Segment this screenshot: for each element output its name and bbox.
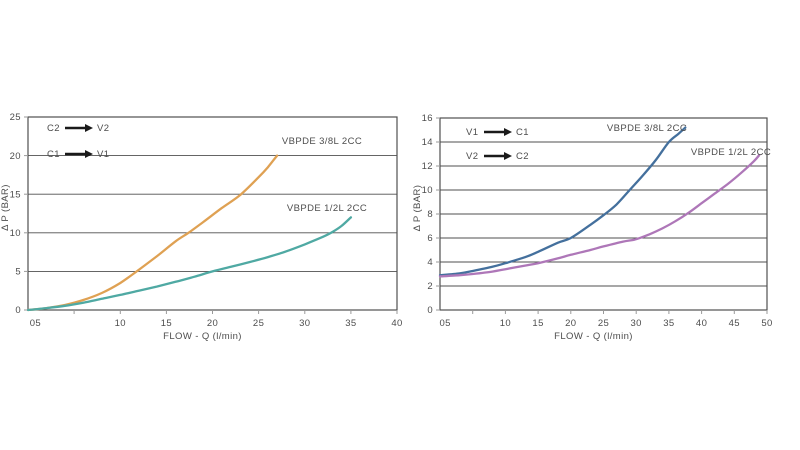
legend-from-label: C1	[47, 149, 60, 160]
y-axis-title: Δ P (BAR)	[0, 184, 11, 231]
x-tick-label: 35	[663, 318, 674, 329]
x-tick-label: 35	[345, 318, 356, 329]
legend-to-label: V1	[97, 149, 109, 160]
series-curve-vbpde-1-2l-2cc	[26, 216, 353, 312]
y-tick-label: 10	[10, 228, 21, 239]
x-tick-label: 30	[299, 318, 310, 329]
y-tick-label: 2	[427, 281, 433, 292]
legend-from-label: C2	[47, 123, 60, 134]
series-label: VBPDE 3/8L 2CC	[282, 136, 362, 147]
legend-row: V1 C1	[466, 127, 529, 138]
legend-arrowhead-icon	[85, 150, 93, 158]
y-axis-title: Δ P (BAR)	[412, 185, 423, 232]
series-label: VBPDE 1/2L 2CC	[287, 203, 367, 214]
legend-row: C1 V1	[47, 149, 109, 160]
y-tick-label: 10	[422, 185, 433, 196]
legend: V1 C1 V2 C2	[466, 127, 529, 162]
y-tick-label: 16	[422, 113, 433, 124]
legend-row: V2 C2	[466, 151, 529, 162]
x-tick-label: 10	[115, 318, 126, 329]
y-tick-label: 8	[427, 209, 433, 220]
x-tick-label: 50	[761, 318, 772, 329]
y-axis: 0 5 10 15 20 25	[10, 112, 28, 316]
series-label: VBPDE 3/8L 2CC	[607, 123, 687, 134]
legend-arrowhead-icon	[504, 152, 512, 160]
x-tick-label: 05	[30, 318, 41, 329]
legend: C2 V2 C1 V1	[47, 123, 109, 160]
legend-to-label: C1	[516, 127, 529, 138]
x-tick-label: 25	[253, 318, 264, 329]
x-tick-label: 05	[440, 318, 451, 329]
y-tick-label: 20	[10, 151, 21, 162]
y-tick-label: 0	[427, 305, 433, 316]
x-tick-label: 20	[207, 318, 218, 329]
x-tick-label: 40	[696, 318, 707, 329]
y-tick-label: 4	[427, 257, 433, 268]
y-tick-label: 25	[10, 112, 21, 123]
gridlines	[440, 117, 767, 287]
y-tick-label: 0	[15, 305, 21, 316]
y-tick-label: 6	[427, 233, 433, 244]
legend-to-label: V2	[97, 123, 109, 134]
x-axis-title: FLOW - Q (l/min)	[554, 331, 633, 342]
y-tick-label: 5	[15, 267, 21, 278]
series-curve-vbpde-3-8l-2cc	[438, 126, 687, 277]
x-tick-label: 20	[565, 318, 576, 329]
chart-right: 0 2 4 6 8 10 12 14 16 05 10 15 20 25 30 35 40 45 50 FLOW - …	[412, 113, 772, 342]
x-axis: 05 10 15 20 25 30 35 40	[30, 310, 402, 329]
legend-from-label: V1	[466, 127, 478, 138]
legend-arrowhead-icon	[504, 128, 512, 136]
x-tick-label: 45	[729, 318, 740, 329]
series-label: VBPDE 1/2L 2CC	[691, 147, 771, 158]
x-tick-label: 15	[532, 318, 543, 329]
legend-to-label: C2	[516, 151, 529, 162]
x-axis-title: FLOW - Q (l/min)	[163, 331, 242, 342]
series-curve-vbpde-3-8l-2cc	[26, 154, 279, 312]
x-tick-label: 25	[598, 318, 609, 329]
x-axis: 05 10 15 20 25 30 35 40 45 50	[440, 310, 772, 329]
y-axis: 0 2 4 6 8 10 12 14 16	[422, 113, 440, 316]
x-tick-label: 15	[161, 318, 172, 329]
y-tick-label: 14	[422, 137, 433, 148]
x-tick-label: 40	[391, 318, 402, 329]
y-tick-label: 12	[422, 161, 433, 172]
y-tick-label: 15	[10, 189, 21, 200]
x-tick-label: 30	[631, 318, 642, 329]
x-tick-label: 10	[500, 318, 511, 329]
legend-row: C2 V2	[47, 123, 109, 134]
series-curve-vbpde-1-2l-2cc	[438, 154, 761, 278]
legend-from-label: V2	[466, 151, 478, 162]
legend-arrowhead-icon	[85, 124, 93, 132]
